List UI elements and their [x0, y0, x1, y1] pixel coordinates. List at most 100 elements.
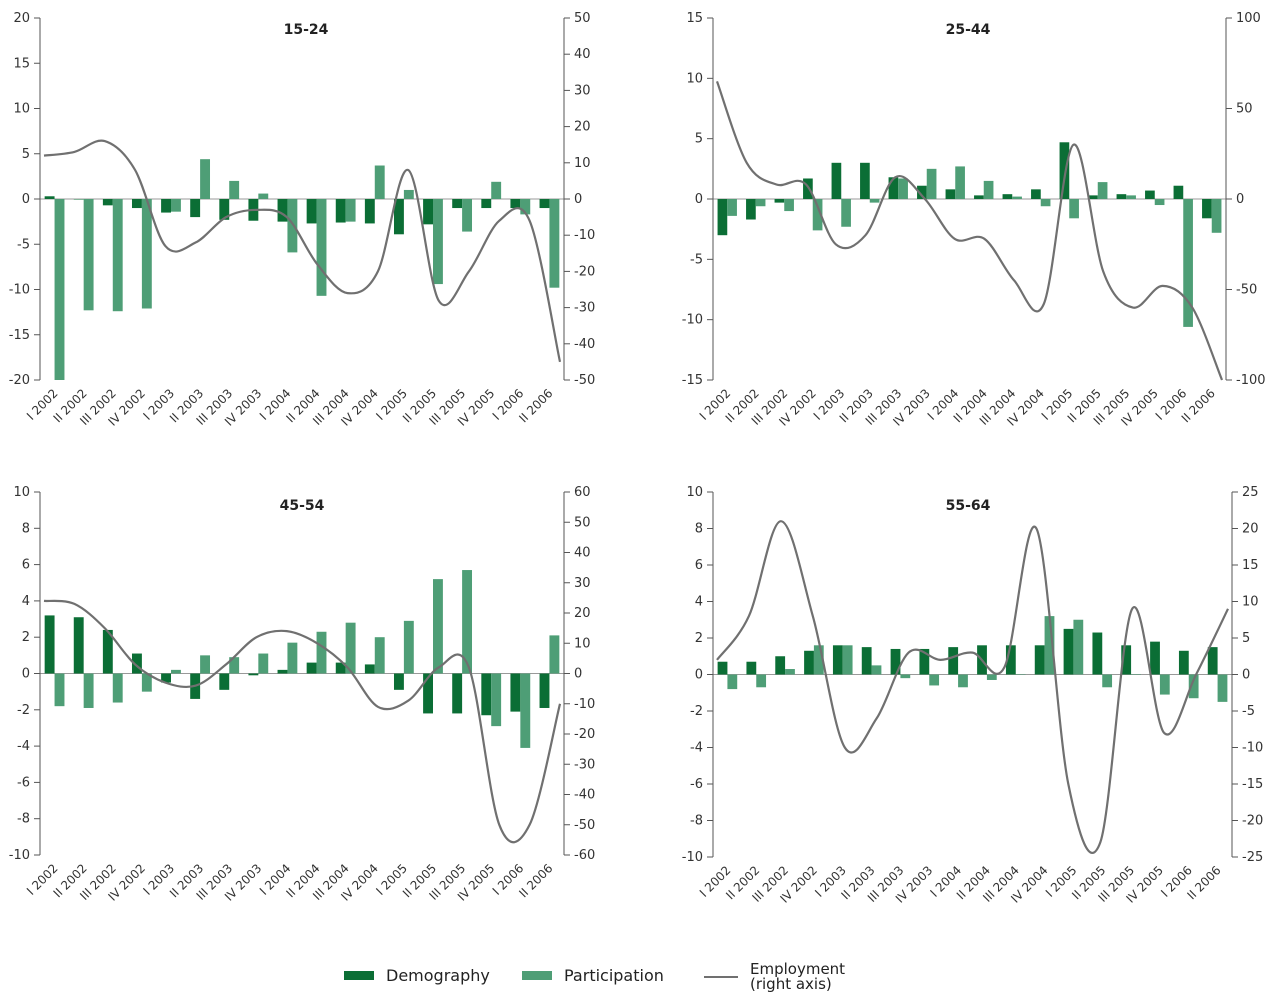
bar-demography: [190, 199, 201, 218]
bar-demography: [277, 669, 288, 674]
bar-demography: [364, 199, 375, 224]
bar-participation: [1044, 616, 1055, 675]
chart-panel-55-64: 55-64-10-8-6-4-20246810-25-20-15-10-5051…: [682, 485, 1263, 906]
left-axis-tick-label: 0: [695, 668, 703, 683]
right-axis-tick-label: 0: [574, 667, 582, 682]
right-axis-tick-label: 20: [574, 120, 591, 135]
bar-demography: [1092, 632, 1103, 675]
bar-participation: [869, 199, 880, 203]
left-axis-tick-label: 10: [13, 485, 30, 500]
left-axis-tick-label: 0: [22, 667, 30, 682]
right-axis-tick-label: 40: [574, 47, 591, 62]
bar-participation: [755, 199, 766, 207]
legend-item-employment: Employment (right axis): [704, 962, 845, 992]
bar-participation: [983, 180, 994, 199]
bar-demography: [1207, 647, 1218, 675]
bar-demography: [1178, 650, 1189, 675]
right-axis-tick-label: 60: [574, 485, 591, 500]
left-axis-tick-label: -5: [17, 237, 30, 252]
right-axis-tick-label: 25: [1242, 485, 1259, 500]
bar-participation: [727, 674, 738, 690]
bar-demography: [219, 199, 230, 220]
left-axis-tick-label: 4: [22, 594, 30, 609]
left-axis-tick-label: 8: [695, 522, 703, 537]
bar-participation: [986, 674, 997, 680]
bar-participation: [520, 199, 531, 215]
right-axis-tick-label: -10: [1242, 741, 1263, 756]
right-axis-tick-label: -20: [1242, 814, 1263, 829]
line-employment: [43, 139, 562, 363]
bar-demography: [1145, 190, 1155, 199]
left-axis-tick-label: -15: [682, 373, 703, 388]
bar-demography: [804, 650, 814, 675]
bar-participation: [83, 673, 94, 708]
bar-demography: [102, 199, 113, 206]
chart-panel-15-24: 15-24-20-15-10-505101520-50-40-30-20-100…: [9, 11, 595, 429]
right-axis-tick-label: 10: [574, 636, 591, 651]
right-axis-tick-label: -60: [574, 848, 595, 863]
bar-demography: [917, 185, 927, 199]
bar-participation: [112, 673, 123, 703]
bar-participation: [200, 159, 211, 199]
right-axis-tick-label: -20: [574, 727, 595, 742]
legend-label-demography: Demography: [386, 966, 490, 985]
legend: Demography Participation Employment (rig…: [0, 958, 1280, 998]
bar-demography: [277, 199, 288, 222]
bar-demography: [860, 162, 870, 199]
bar-participation: [141, 673, 152, 692]
left-axis-tick-label: -4: [690, 741, 703, 756]
bar-demography: [1173, 185, 1184, 199]
left-axis-tick-label: -8: [17, 812, 30, 827]
bar-demography: [131, 653, 142, 674]
bar-participation: [520, 673, 531, 748]
bar-demography: [510, 199, 521, 209]
right-axis-tick-label: -10: [574, 228, 595, 243]
bar-demography: [861, 647, 872, 675]
bar-demography: [1059, 142, 1070, 199]
right-axis-tick-label: -15: [1242, 777, 1263, 792]
bar-participation: [1217, 674, 1228, 702]
left-axis-tick-label: 5: [695, 132, 703, 147]
legend-swatch-demography: [344, 971, 374, 980]
bar-demography: [393, 673, 404, 690]
right-axis-tick-label: 20: [574, 606, 591, 621]
bar-demography: [423, 199, 433, 225]
bar-participation: [141, 199, 152, 309]
bar-participation: [842, 645, 853, 675]
bar-participation: [898, 178, 908, 199]
bar-participation: [1154, 199, 1165, 206]
bar-participation: [403, 620, 414, 674]
bar-participation: [258, 193, 269, 199]
bar-participation: [171, 199, 181, 212]
bar-participation: [1012, 196, 1022, 199]
bar-demography: [888, 177, 899, 199]
bar-demography: [161, 199, 171, 213]
left-axis-tick-label: -10: [9, 848, 30, 863]
right-axis-tick-label: 40: [574, 546, 591, 561]
right-axis-tick-label: 0: [1242, 668, 1250, 683]
bar-participation: [1131, 674, 1141, 675]
line-employment: [715, 81, 1224, 381]
bar-participation: [1159, 674, 1170, 695]
bar-demography: [481, 199, 492, 209]
bar-demography: [948, 647, 959, 675]
bar-participation: [1126, 195, 1136, 199]
left-axis-tick-label: 2: [695, 631, 703, 646]
bar-demography: [510, 673, 521, 712]
left-axis-tick-label: 15: [13, 56, 30, 71]
bar-demography: [423, 673, 433, 714]
right-axis-tick-label: 0: [1236, 192, 1244, 207]
left-axis-tick-label: -10: [682, 850, 703, 865]
line-employment: [43, 599, 562, 844]
bar-demography: [1031, 189, 1041, 199]
bar-demography: [1002, 194, 1013, 199]
bar-demography: [890, 648, 901, 675]
bar-participation: [1073, 619, 1084, 675]
left-axis-tick-label: 10: [13, 102, 30, 117]
bar-participation: [374, 165, 385, 199]
bar-demography: [306, 199, 317, 224]
left-axis-tick-label: 15: [686, 11, 703, 26]
left-axis-tick-label: -2: [17, 703, 30, 718]
bar-demography: [775, 656, 786, 675]
